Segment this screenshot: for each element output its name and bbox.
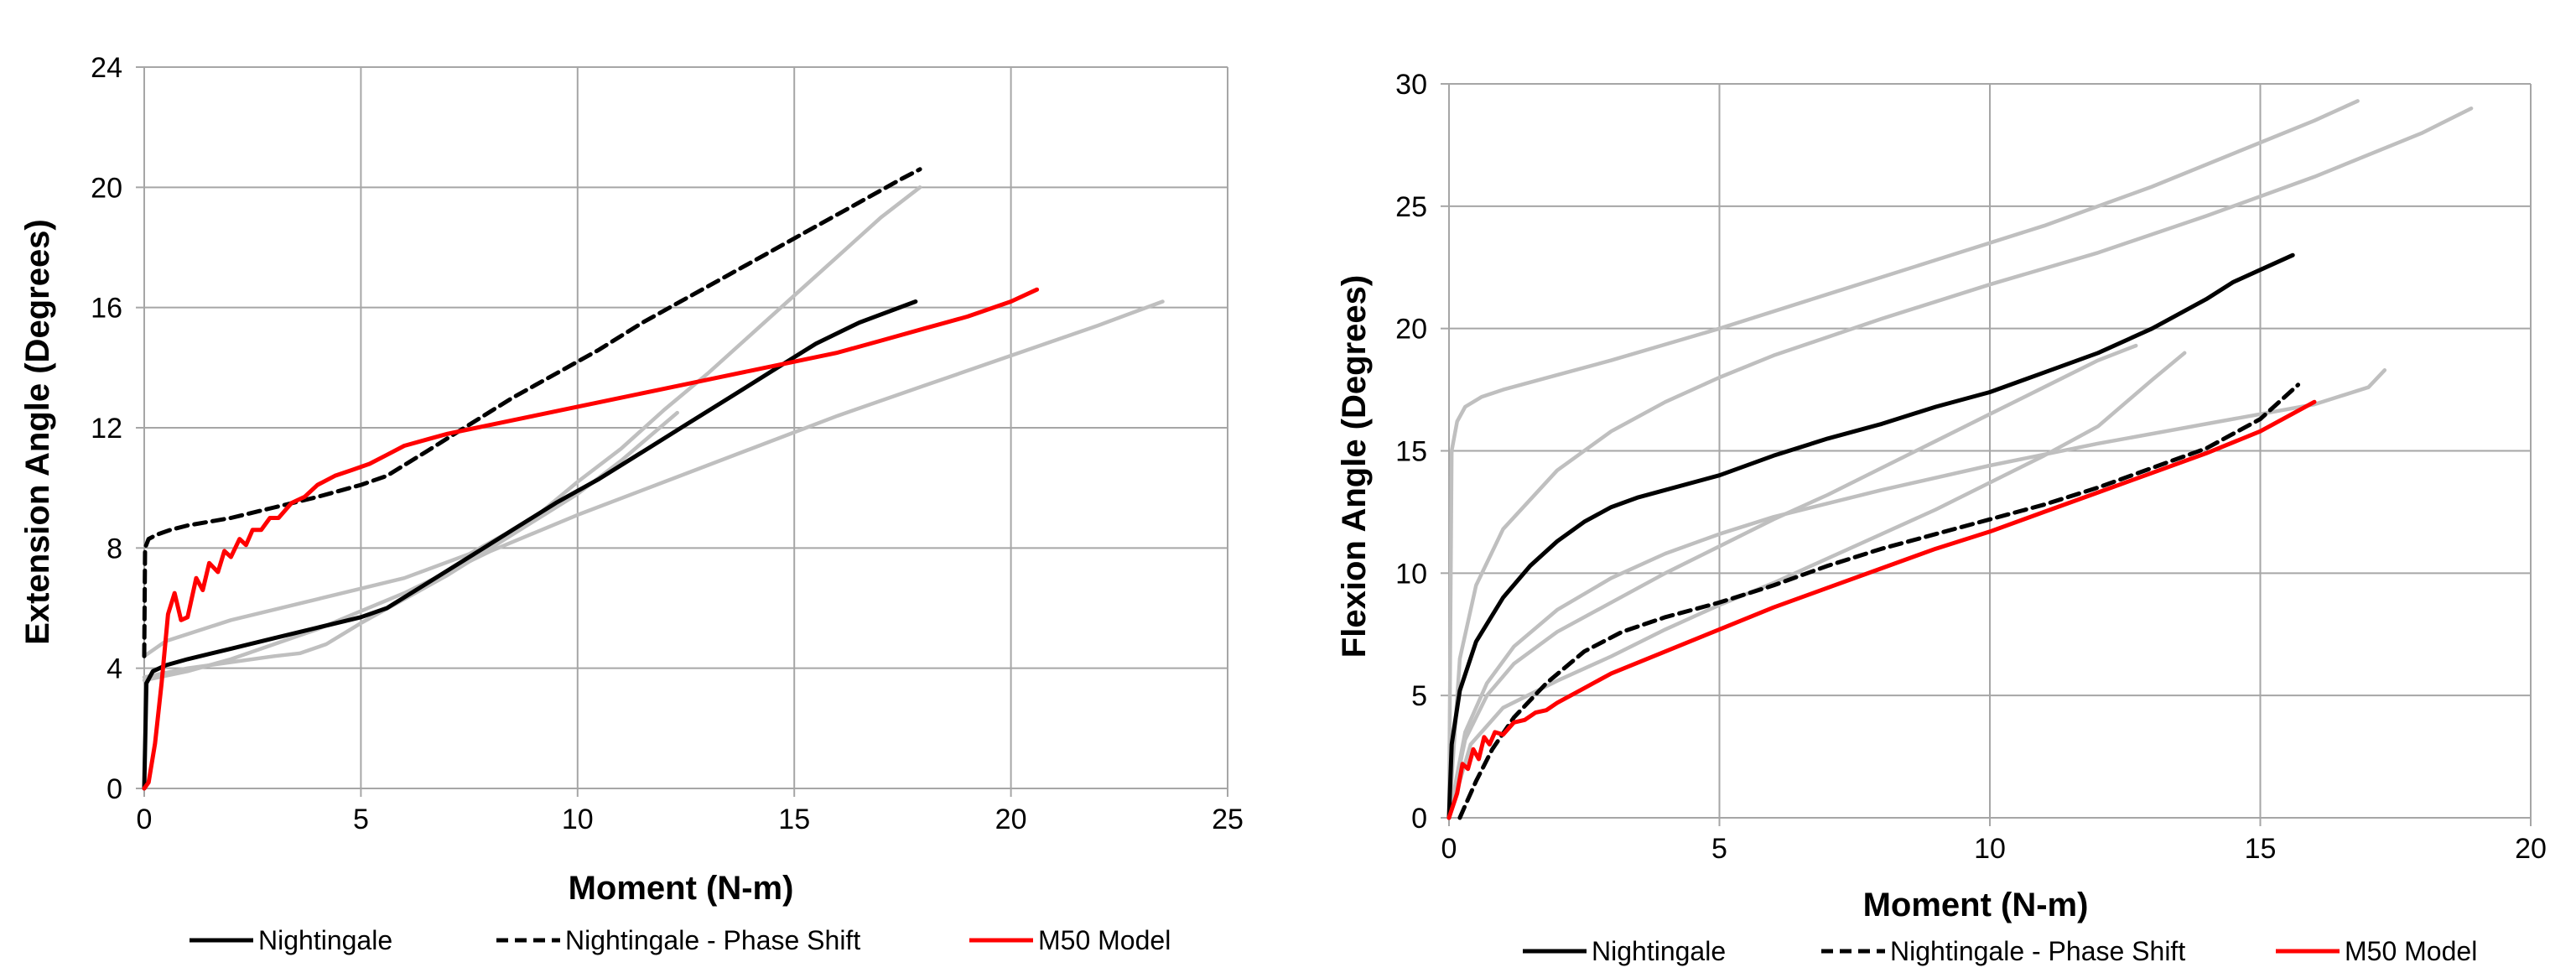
extension-x-tick-label: 5 xyxy=(353,804,369,835)
extension-reference-curve-3 xyxy=(142,299,1165,683)
flexion-reference-curve-2 xyxy=(1446,106,2474,820)
flexion-x-tick-label: 20 xyxy=(2515,833,2547,865)
extension-x-tick-label: 0 xyxy=(137,804,153,835)
extension-chart: 0 5 10 15 20 25 0 4 8 12 16 20 24 xyxy=(91,52,1244,835)
extension-legend-label-nightingale: Nightingale xyxy=(258,925,392,955)
extension-legend-label-phase-shift: Nightingale - Phase Shift xyxy=(565,925,860,955)
flexion-reference-curve-5 xyxy=(1446,351,2187,820)
extension-y-axis-title: Extension Angle (Degrees) xyxy=(19,219,56,645)
extension-x-tick-label: 20 xyxy=(995,804,1027,835)
flexion-x-tick-label: 0 xyxy=(1441,833,1457,865)
flexion-series-nightingale xyxy=(1446,252,2295,820)
flexion-legend-label-nightingale: Nightingale xyxy=(1592,936,1726,966)
flexion-y-axis-title: Flexion Angle (Degrees) xyxy=(1336,275,1373,658)
extension-legend-label-m50: M50 Model xyxy=(1038,925,1171,955)
flexion-reference-curve-3 xyxy=(1446,368,2387,820)
flexion-y-tick-label: 15 xyxy=(1395,436,1427,468)
extension-y-tick-label: 4 xyxy=(106,653,122,685)
extension-y-tick-label: 16 xyxy=(91,293,122,325)
flexion-x-tick-label: 5 xyxy=(1711,833,1727,865)
extension-series-nightingale xyxy=(142,299,918,791)
flexion-chart: 0 5 10 15 20 0 5 10 15 20 25 30 xyxy=(1395,69,2547,865)
extension-x-tick-label: 25 xyxy=(1212,804,1244,835)
extension-y-tick-label: 8 xyxy=(106,533,122,564)
extension-legend: Nightingale Nightingale - Phase Shift M5… xyxy=(190,925,1171,955)
flexion-legend: Nightingale Nightingale - Phase Shift M5… xyxy=(1523,936,2477,966)
flexion-series-m50-model xyxy=(1446,399,2317,820)
extension-x-tick-label: 10 xyxy=(562,804,594,835)
extension-series-nightingale-phase-shift xyxy=(142,167,922,658)
extension-x-tick-label: 15 xyxy=(778,804,810,835)
flexion-y-tick-label: 30 xyxy=(1395,69,1427,101)
flexion-x-tick-label: 15 xyxy=(2245,833,2277,865)
flexion-y-tick-label: 25 xyxy=(1395,191,1427,223)
extension-reference-curve-1 xyxy=(142,185,922,658)
extension-y-tick-label: 12 xyxy=(91,413,122,445)
extension-series-m50-model xyxy=(142,287,1040,791)
flexion-y-tick-label: 20 xyxy=(1395,314,1427,346)
flexion-x-tick-label: 10 xyxy=(1974,833,2006,865)
flexion-y-tick-label: 5 xyxy=(1411,680,1427,712)
flexion-legend-label-phase-shift: Nightingale - Phase Shift xyxy=(1890,936,2185,966)
extension-y-tick-label: 0 xyxy=(106,773,122,805)
extension-x-axis-title: Moment (N-m) xyxy=(569,870,794,907)
flexion-y-tick-label: 0 xyxy=(1411,803,1427,835)
flexion-legend-label-m50: M50 Model xyxy=(2345,936,2477,966)
flexion-reference-curve-4 xyxy=(1446,343,2138,820)
extension-reference-curve-2 xyxy=(142,410,679,679)
extension-y-tick-label: 20 xyxy=(91,172,122,204)
flexion-series-nightingale-phase-shift xyxy=(1457,382,2301,820)
flexion-x-axis-title: Moment (N-m) xyxy=(1863,887,2089,923)
flexion-reference-curve-1 xyxy=(1446,99,2360,820)
extension-y-tick-label: 24 xyxy=(91,52,122,84)
flexion-y-tick-label: 10 xyxy=(1395,558,1427,590)
